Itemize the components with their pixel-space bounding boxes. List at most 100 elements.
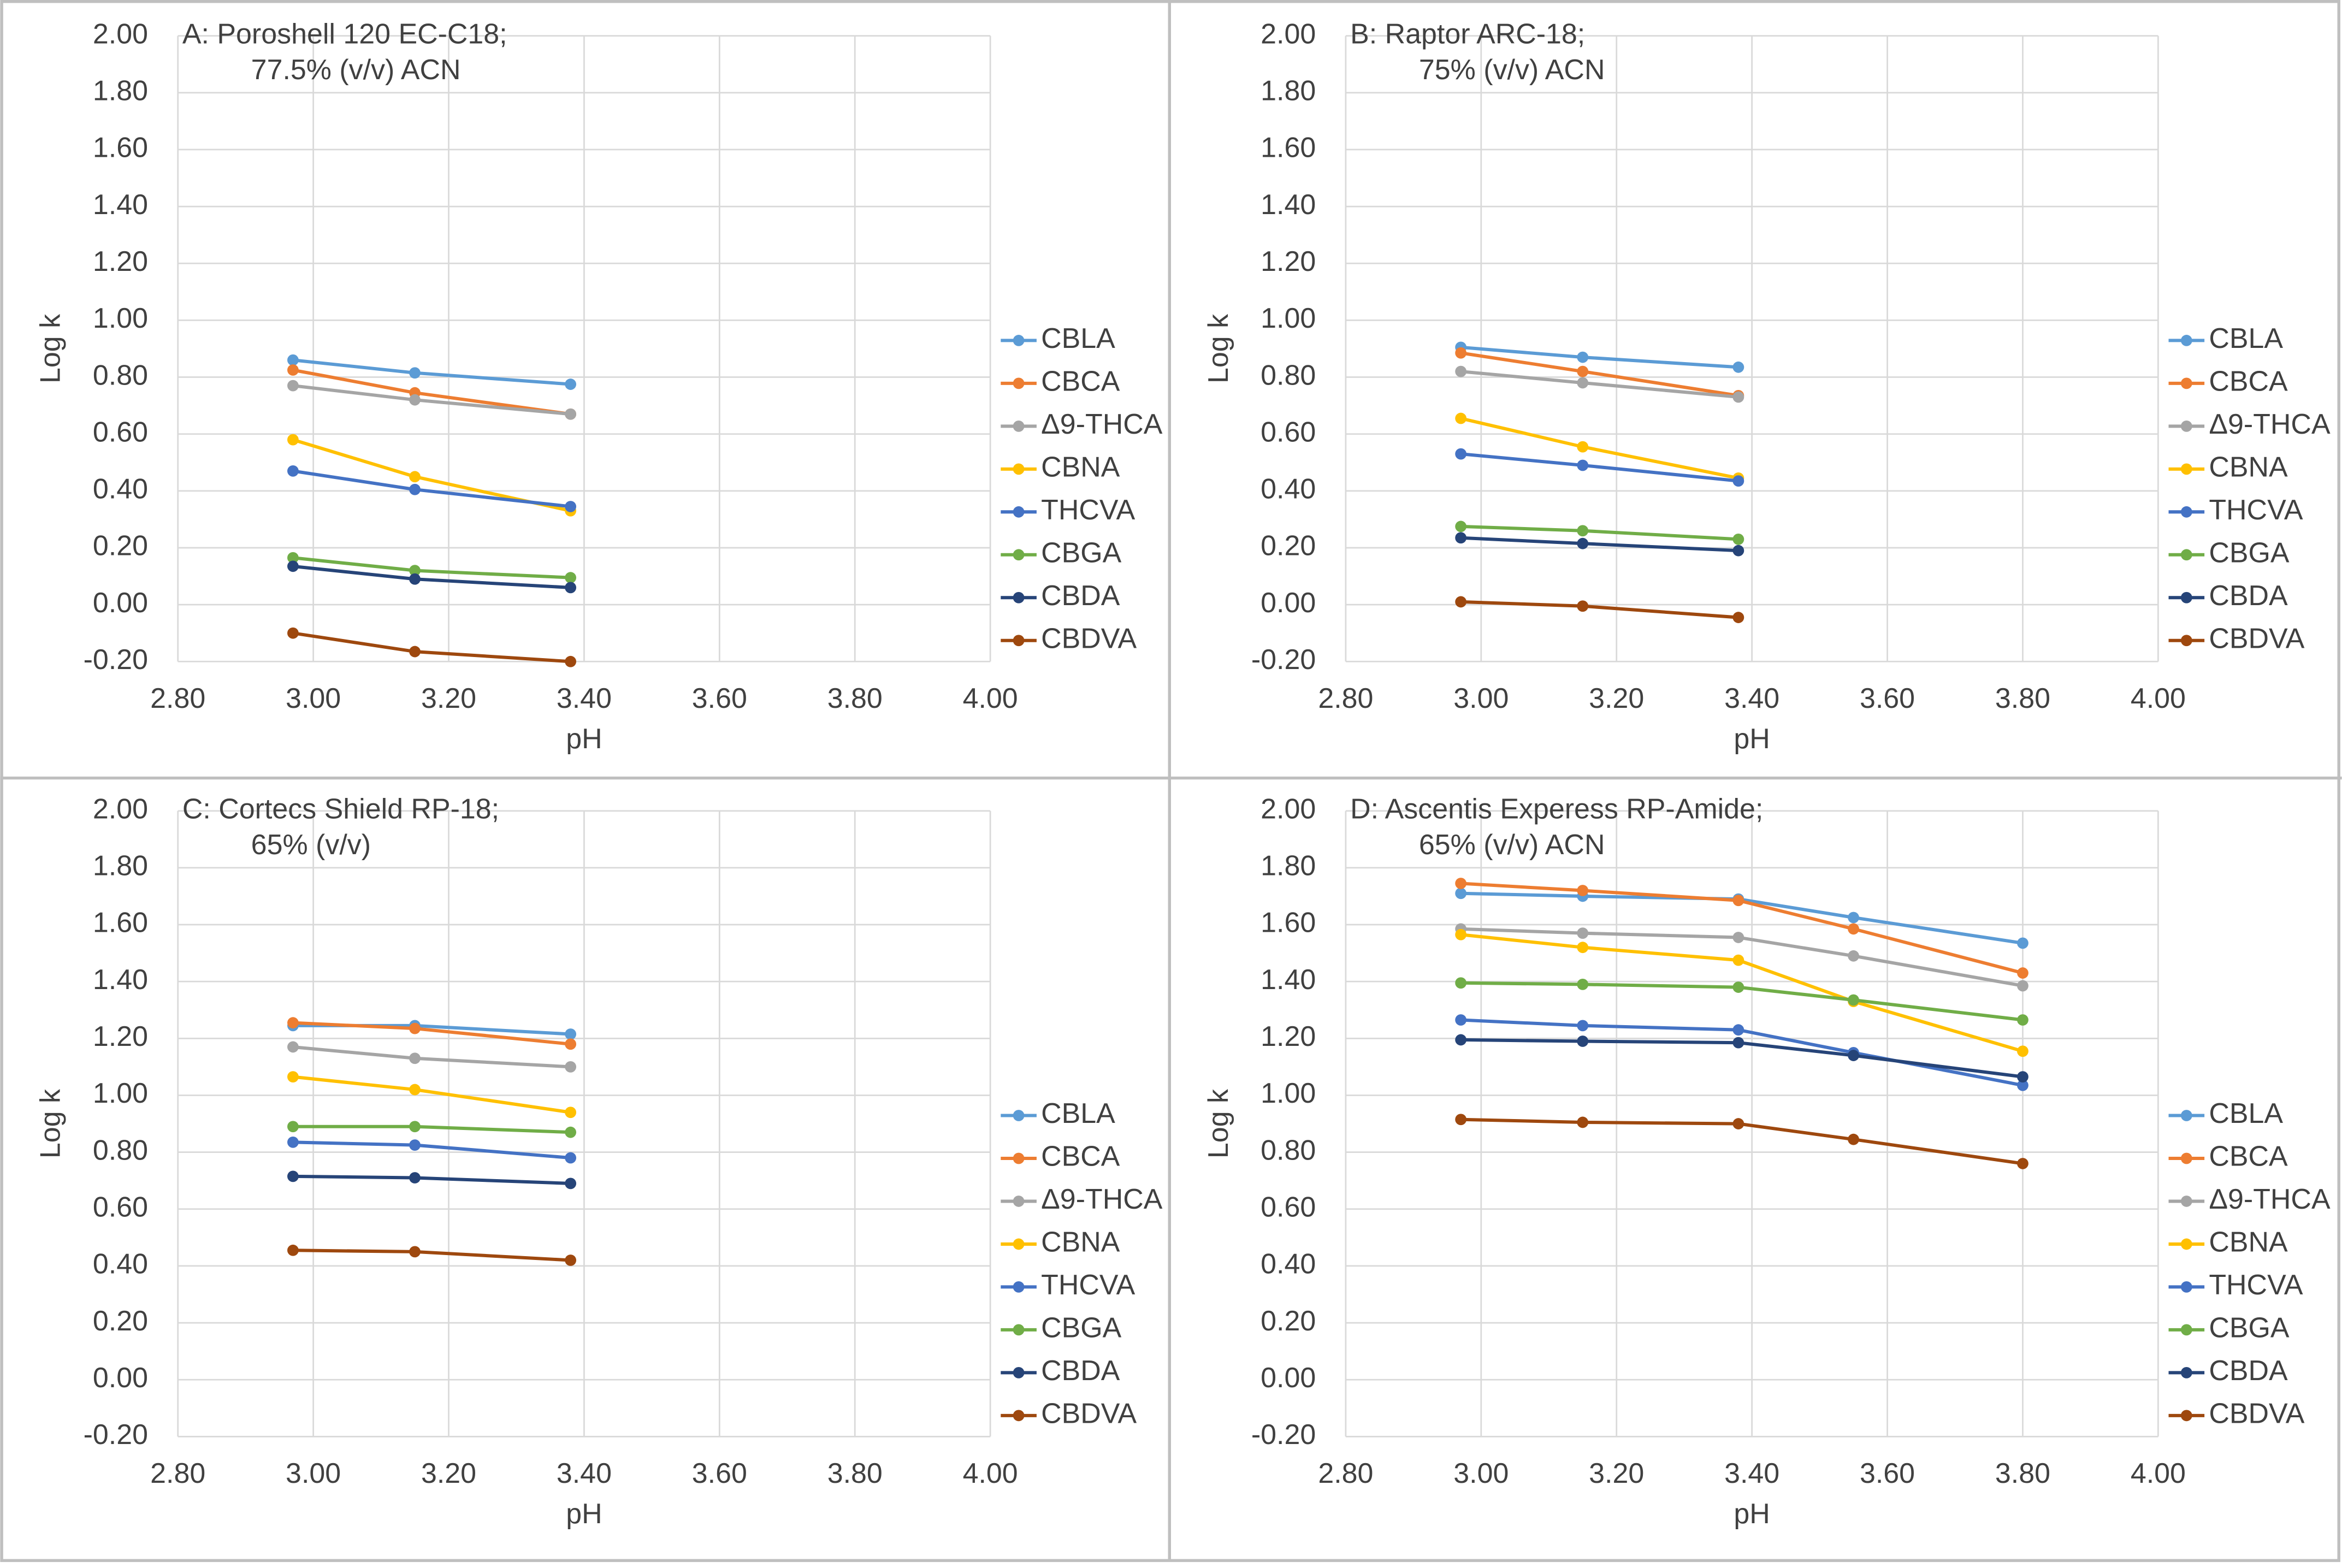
legend-marker — [1013, 1238, 1025, 1250]
y-tick-label: -0.20 — [1251, 644, 1316, 676]
data-point — [565, 1107, 577, 1119]
data-point — [287, 1071, 299, 1083]
data-point — [287, 380, 299, 392]
data-point — [1577, 1036, 1589, 1047]
y-tick-label: 0.60 — [93, 416, 148, 448]
data-point — [1848, 912, 1859, 924]
legend-label: Δ9-THCA — [1041, 1184, 1163, 1215]
y-tick-label: 0.40 — [1261, 1249, 1316, 1280]
x-tick-label: 3.20 — [421, 683, 476, 714]
legend-marker — [1013, 1196, 1025, 1207]
legend-marker — [2180, 1152, 2192, 1164]
data-point — [409, 1172, 421, 1184]
x-tick-label: 2.80 — [1318, 683, 1373, 714]
y-tick-label: 1.80 — [1261, 75, 1316, 106]
y-tick-label: 1.20 — [1261, 246, 1316, 277]
legend-marker — [1013, 549, 1025, 561]
data-point — [287, 1170, 299, 1182]
data-point — [1732, 954, 1744, 966]
legend-marker — [2180, 335, 2192, 346]
legend-label: CBGA — [2209, 1312, 2290, 1344]
data-point — [1455, 1114, 1467, 1126]
y-tick-label: 2.00 — [93, 793, 148, 825]
chart-subtitle: 75% (v/v) ACN — [1419, 54, 1605, 86]
y-tick-label: 1.60 — [1261, 132, 1316, 164]
legend-marker — [1013, 1324, 1025, 1336]
y-tick-label: 0.00 — [1261, 587, 1316, 619]
data-point — [1848, 1133, 1859, 1145]
data-point — [409, 1022, 421, 1034]
legend-marker — [2180, 420, 2192, 432]
data-point — [565, 1061, 577, 1073]
data-point — [1455, 347, 1467, 359]
y-tick-label: -0.20 — [84, 644, 148, 676]
data-point — [565, 1152, 577, 1164]
data-point — [287, 1244, 299, 1256]
x-tick-label: 3.20 — [1589, 1458, 1644, 1489]
legend-label: CBCA — [2209, 1141, 2288, 1173]
legend-marker — [2180, 635, 2192, 647]
data-point — [1577, 942, 1589, 954]
data-point — [1732, 1024, 1744, 1036]
x-tick-label: 4.00 — [963, 1458, 1018, 1489]
y-tick-label: -0.20 — [84, 1419, 148, 1451]
y-tick-label: 0.00 — [93, 587, 148, 619]
legend-label: CBDVA — [1041, 1398, 1137, 1430]
legend-marker — [1013, 635, 1025, 647]
x-tick-label: 3.60 — [692, 683, 747, 714]
data-point — [1732, 361, 1744, 373]
legend-label: Δ9-THCA — [2209, 409, 2331, 440]
y-tick-label: 1.60 — [93, 132, 148, 164]
legend-label: CBCA — [1041, 366, 1120, 398]
y-tick-label: -0.20 — [1251, 1419, 1316, 1451]
data-point — [1455, 520, 1467, 532]
x-tick-label: 2.80 — [150, 1458, 205, 1489]
legend-marker — [1013, 377, 1025, 389]
legend-marker — [2180, 506, 2192, 518]
x-axis-label: pH — [566, 723, 602, 755]
legend-label: CBLA — [1041, 323, 1115, 354]
legend-label: CBDA — [2209, 580, 2288, 612]
data-point — [409, 1246, 421, 1258]
data-point — [1577, 537, 1589, 549]
data-point — [409, 1084, 421, 1096]
data-point — [1848, 950, 1859, 962]
legend-marker — [1013, 463, 1025, 475]
data-point — [565, 582, 577, 594]
y-tick-label: 1.40 — [1261, 964, 1316, 996]
data-point — [1732, 1037, 1744, 1049]
y-tick-label: 0.00 — [93, 1362, 148, 1394]
y-tick-label: 1.40 — [1261, 189, 1316, 221]
data-point — [287, 1041, 299, 1053]
x-tick-label: 3.60 — [692, 1458, 747, 1489]
legend-label: THCVA — [1041, 1269, 1135, 1301]
legend-marker — [1013, 1281, 1025, 1293]
legend-marker — [1013, 591, 1025, 603]
y-tick-label: 1.60 — [93, 907, 148, 939]
legend-label: CBLA — [2209, 1098, 2283, 1129]
data-point — [1455, 928, 1467, 940]
data-point — [409, 483, 421, 495]
data-point — [1577, 441, 1589, 453]
data-point — [409, 646, 421, 658]
y-tick-label: 1.00 — [93, 1078, 148, 1109]
legend-marker — [2180, 1366, 2192, 1378]
legend-marker — [1013, 335, 1025, 346]
data-point — [1848, 994, 1859, 1006]
data-point — [1848, 923, 1859, 935]
y-tick-label: 0.60 — [1261, 416, 1316, 448]
x-tick-label: 3.80 — [1995, 683, 2050, 714]
legend-label: CBNA — [2209, 1227, 2288, 1258]
y-tick-label: 0.20 — [93, 1305, 148, 1337]
data-point — [1577, 365, 1589, 377]
y-tick-label: 1.00 — [93, 303, 148, 334]
y-tick-label: 0.20 — [1261, 530, 1316, 562]
x-tick-label: 3.40 — [557, 1458, 612, 1489]
legend-marker — [1013, 1152, 1025, 1164]
x-tick-label: 3.20 — [421, 1458, 476, 1489]
y-tick-label: 1.80 — [1261, 850, 1316, 882]
data-point — [1455, 448, 1467, 460]
data-point — [1732, 612, 1744, 623]
data-point — [287, 1121, 299, 1133]
